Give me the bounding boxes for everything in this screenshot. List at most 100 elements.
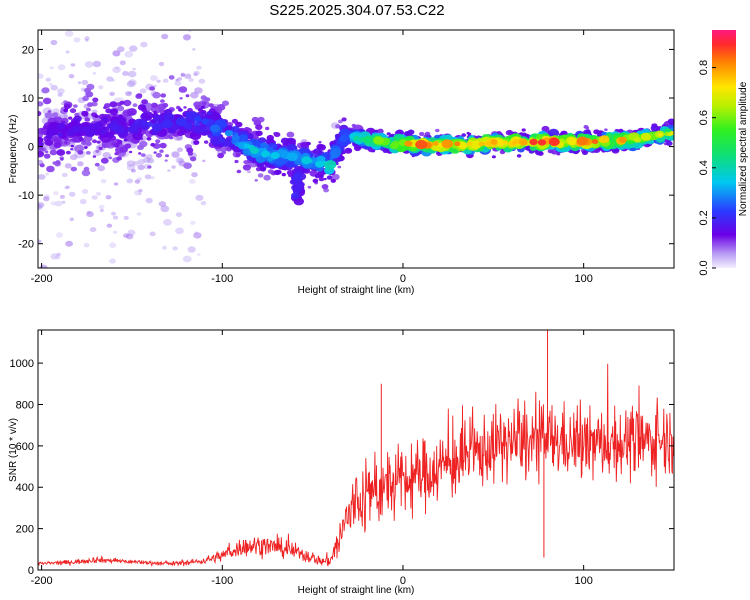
spectrogram-cell <box>79 131 83 135</box>
spectrogram-cell <box>44 139 54 146</box>
spectrogram-cell <box>152 91 161 99</box>
spectrogram-cell <box>470 140 482 149</box>
spectrogram-cell <box>347 148 352 152</box>
spectrogram-cell <box>101 116 109 122</box>
spectrogram-cell <box>53 191 59 196</box>
spectrogram-cell <box>176 147 183 153</box>
spectrogram-cell <box>77 161 84 167</box>
spectrogram-cell <box>537 139 547 146</box>
spectrogram-cell <box>658 132 663 137</box>
spectrogram-cell <box>175 212 182 218</box>
spectrogram-cell <box>217 152 225 159</box>
spectrogram-cell <box>38 202 45 208</box>
spectrogram-cell <box>56 252 61 257</box>
spectrogram-cell <box>159 142 167 149</box>
spectrogram-cell <box>273 169 281 176</box>
spectrogram-cell <box>318 141 322 144</box>
spectrogram-cell <box>65 240 73 247</box>
spectrogram-cell <box>38 239 42 244</box>
spectrogram-cell <box>263 174 271 181</box>
spectrogram-cell <box>125 233 134 240</box>
spectrogram-cell <box>165 154 169 158</box>
spectrogram-cell <box>85 39 89 42</box>
spectrogram-cell <box>134 179 141 184</box>
spectrogram-cell <box>56 149 66 156</box>
spectrogram-x-tick-label: 100 <box>574 273 592 285</box>
colorbar-tick-label: 0.4 <box>698 160 710 175</box>
spectrogram-cell <box>158 61 165 67</box>
spectrogram-cell <box>156 79 161 83</box>
spectrogram-cell <box>335 124 341 129</box>
spectrogram-cell <box>373 136 384 145</box>
spectrogram-cell <box>63 103 71 110</box>
spectrogram-cell <box>85 141 92 146</box>
spectrogram-cell <box>321 184 329 190</box>
spectrogram-y-tick-label: -10 <box>18 190 34 202</box>
spectrogram-cell <box>129 150 133 154</box>
spectrogram-cell <box>81 169 91 177</box>
spectrogram-cell <box>167 169 171 172</box>
colorbar-ticks: 0.0 0.2 0.4 0.6 0.8 <box>698 60 716 276</box>
spectrogram-cell <box>208 103 214 108</box>
spectrogram-cell <box>57 88 65 94</box>
spectrogram-cell <box>147 165 152 169</box>
spectrogram-cell <box>194 125 205 134</box>
spectrogram-cell <box>38 73 44 79</box>
spectrogram-cell <box>83 243 90 248</box>
spectrogram-cell <box>155 152 162 158</box>
snr-x-tick-label: 100 <box>574 575 592 587</box>
spectrogram-cell <box>377 128 384 134</box>
spectrogram-cell <box>190 91 199 99</box>
spectrogram-cell <box>150 75 158 81</box>
spectrogram-cell <box>242 164 252 171</box>
spectrogram-cell <box>150 142 156 147</box>
spectrogram-cell <box>109 258 116 264</box>
spectrogram-cell <box>123 215 129 220</box>
spectrogram-cell <box>195 194 204 201</box>
spectrogram-cell <box>193 72 199 77</box>
spectrogram-cell <box>73 126 80 131</box>
spectrogram-cell <box>193 232 202 239</box>
spectrogram-cell <box>93 122 102 129</box>
spectrogram-cell <box>182 34 192 41</box>
spectrogram-cell <box>38 110 42 117</box>
spectrogram-cell <box>196 65 202 70</box>
spectrogram-cell <box>194 116 202 123</box>
spectrogram-cell <box>84 61 94 68</box>
spectrogram-cell <box>87 102 94 107</box>
snr-x-tick-label: 0 <box>400 575 406 587</box>
snr-y-tick-label: 0 <box>28 565 34 577</box>
spectrogram-cell <box>50 39 58 46</box>
spectrogram-cell <box>202 125 212 132</box>
spectrogram-cell <box>160 99 165 103</box>
spectrogram-cell <box>141 99 149 105</box>
spectrogram-cell <box>261 150 270 158</box>
spectrogram-cell <box>222 100 229 106</box>
spectrogram-cell <box>42 97 52 105</box>
spectrogram-cell <box>339 135 348 142</box>
spectrogram-cell <box>53 137 62 144</box>
spectrogram-cell <box>198 78 206 84</box>
spectrogram-cell <box>109 101 118 108</box>
spectrogram-cell <box>114 143 120 148</box>
spectrogram-cell <box>138 189 143 193</box>
spectrogram-cell <box>83 166 90 172</box>
spectrogram-cell <box>96 140 101 144</box>
spectrogram-cell <box>114 182 119 186</box>
spectrogram-cell <box>144 174 152 180</box>
spectrogram-cell <box>174 80 182 86</box>
spectrogram-cell <box>77 81 82 85</box>
spectrogram-cell <box>95 191 102 196</box>
spectrogram-cell <box>599 135 610 144</box>
spectrogram-cell <box>441 139 454 149</box>
spectrogram-y-axis-label: Frequency (Hz) <box>8 115 19 184</box>
spectrogram-cell <box>669 131 674 136</box>
spectrogram-cell <box>521 128 526 132</box>
spectrogram-cell <box>155 139 161 144</box>
spectrogram-cell <box>92 139 97 144</box>
spectrogram-cell <box>201 118 209 125</box>
spectrogram-cell <box>314 173 321 179</box>
spectrogram-cell <box>65 185 70 189</box>
spectrogram-cell <box>38 174 46 180</box>
spectrogram-cell <box>85 151 91 155</box>
